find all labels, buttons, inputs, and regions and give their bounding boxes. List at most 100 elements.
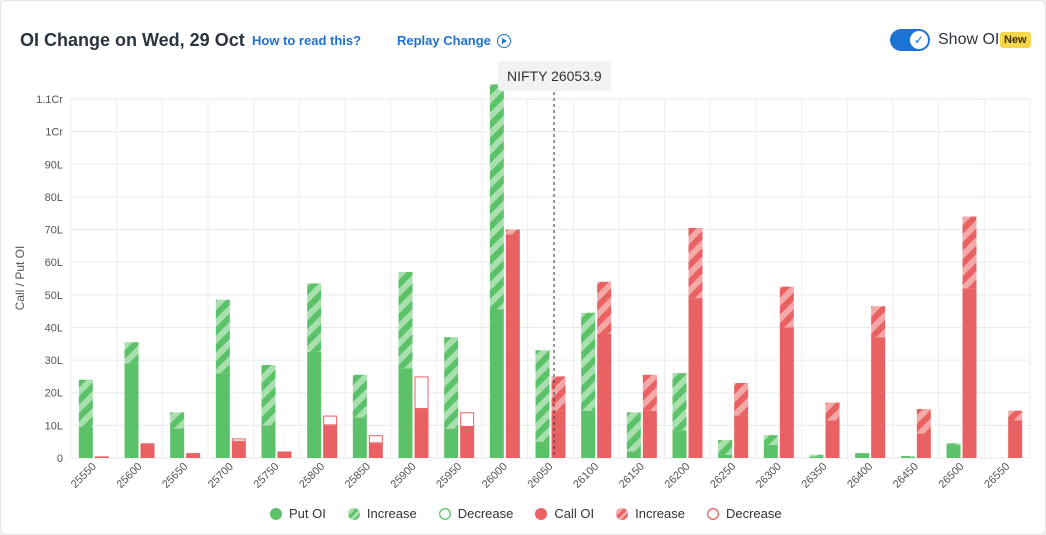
put-increase-bar[interactable] [809, 454, 824, 457]
call-oi-bar[interactable] [323, 425, 338, 458]
put-oi-bar[interactable] [78, 426, 93, 458]
call-oi-bar[interactable] [368, 443, 383, 458]
put-increase-bar[interactable] [718, 440, 733, 455]
call-oi-bar[interactable] [734, 415, 749, 458]
put-oi-bar[interactable] [398, 368, 413, 458]
put-increase-bar[interactable] [581, 312, 596, 411]
put-increase-bar[interactable] [535, 350, 550, 442]
put-oi-bar[interactable] [215, 373, 230, 458]
put-increase-bar[interactable] [352, 374, 367, 418]
put-increase-bar[interactable] [170, 412, 185, 429]
call-oi-bar[interactable] [505, 234, 520, 458]
spot-price-label: NIFTY 26053.9 [498, 61, 611, 91]
put-oi-bar[interactable] [489, 309, 504, 458]
put-oi-bar[interactable] [672, 430, 687, 458]
put-oi-bar[interactable] [444, 428, 459, 458]
call-oi-bar[interactable] [916, 433, 931, 458]
call-increase-bar[interactable] [551, 376, 566, 411]
put-increase-bar[interactable] [763, 435, 778, 445]
legend-call-decrease[interactable]: Decrease [707, 506, 782, 521]
call-decrease-bar[interactable] [368, 435, 383, 444]
legend-call-increase[interactable]: Increase [616, 506, 685, 521]
put-increase-bar[interactable] [444, 337, 459, 429]
call-oi-bar[interactable] [460, 426, 475, 458]
put-oi-bar[interactable] [535, 441, 550, 458]
replay-change-label: Replay Change [397, 33, 491, 48]
call-oi-bar[interactable] [642, 410, 657, 458]
show-oi-toggle[interactable]: ✓ [890, 29, 930, 51]
call-increase-bar[interactable] [871, 306, 886, 338]
legend-put-increase-marker [347, 507, 360, 520]
call-oi-bar[interactable] [140, 443, 155, 458]
call-increase-bar[interactable] [505, 229, 520, 235]
put-oi-bar[interactable] [855, 453, 870, 458]
how-to-read-link[interactable]: How to read this? [252, 33, 362, 48]
call-increase-bar[interactable] [779, 286, 794, 328]
put-oi-bar[interactable] [946, 444, 961, 458]
call-oi-bar[interactable] [186, 453, 201, 458]
put-increase-bar[interactable] [307, 283, 322, 352]
put-increase-bar[interactable] [215, 299, 230, 374]
call-increase-bar[interactable] [916, 409, 931, 434]
put-increase-bar[interactable] [489, 84, 504, 310]
call-increase-bar[interactable] [962, 216, 977, 289]
call-increase-bar[interactable] [597, 281, 612, 334]
put-increase-bar[interactable] [398, 271, 413, 369]
put-oi-bar[interactable] [809, 456, 824, 458]
x-tick-label: 25750 [252, 461, 282, 491]
call-increase-bar[interactable] [688, 227, 703, 299]
put-oi-bar[interactable] [124, 363, 139, 458]
put-oi-bar[interactable] [170, 428, 185, 458]
legend-call-oi[interactable]: Call OI [535, 506, 594, 521]
call-decrease-bar[interactable] [323, 415, 338, 426]
x-tick-label: 25550 [69, 461, 99, 491]
call-decrease-bar[interactable] [460, 412, 475, 427]
check-icon: ✓ [910, 31, 928, 49]
x-tick-label: 26400 [845, 461, 875, 491]
put-oi-bar[interactable] [763, 444, 778, 458]
call-oi-bar[interactable] [94, 456, 109, 458]
call-increase-bar[interactable] [1008, 410, 1023, 421]
put-increase-bar[interactable] [672, 373, 687, 431]
call-oi-bar[interactable] [414, 409, 429, 458]
put-oi-bar[interactable] [261, 425, 276, 458]
x-tick-label: 26000 [480, 461, 510, 491]
legend-put-increase[interactable]: Increase [347, 506, 417, 521]
put-increase-bar[interactable] [626, 412, 641, 452]
call-decrease-bar[interactable] [414, 376, 429, 410]
call-oi-bar[interactable] [1008, 420, 1023, 458]
y-tick-label: 10L [45, 420, 63, 432]
call-oi-bar[interactable] [688, 298, 703, 458]
put-oi-bar[interactable] [718, 454, 733, 458]
put-increase-bar[interactable] [124, 342, 139, 364]
put-oi-bar[interactable] [581, 410, 596, 458]
call-decrease-bar[interactable] [231, 438, 246, 442]
chart-legend: Put OI Increase Decrease Call OI Increas… [270, 506, 804, 521]
call-oi-bar[interactable] [871, 337, 886, 458]
put-increase-bar[interactable] [946, 443, 961, 445]
put-oi-bar[interactable] [626, 451, 641, 458]
call-oi-bar[interactable] [551, 410, 566, 458]
call-increase-bar[interactable] [825, 402, 840, 421]
call-increase-bar[interactable] [734, 382, 749, 416]
call-increase-bar[interactable] [642, 374, 657, 411]
put-oi-bar[interactable] [307, 351, 322, 458]
call-oi-bar[interactable] [779, 327, 794, 458]
call-oi-bar[interactable] [962, 288, 977, 458]
put-increase-bar[interactable] [78, 379, 93, 427]
put-increase-bar[interactable] [261, 364, 276, 426]
call-oi-bar[interactable] [597, 333, 612, 458]
legend-put-decrease-marker [438, 507, 451, 520]
legend-put-oi[interactable]: Put OI [270, 506, 326, 521]
call-oi-bar[interactable] [825, 420, 840, 458]
put-oi-bar[interactable] [352, 417, 367, 458]
legend-put-decrease[interactable]: Decrease [438, 506, 513, 521]
call-oi-bar[interactable] [277, 451, 292, 458]
call-oi-bar[interactable] [231, 441, 246, 458]
put-increase-bar[interactable] [900, 456, 915, 458]
replay-change-button[interactable]: Replay Change [397, 33, 511, 48]
put-oi-bar[interactable] [900, 457, 915, 458]
y-tick-label: 90L [45, 159, 63, 171]
x-tick-label: 25700 [206, 461, 236, 491]
